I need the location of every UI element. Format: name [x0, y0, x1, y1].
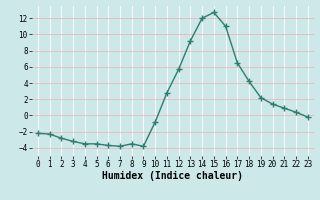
X-axis label: Humidex (Indice chaleur): Humidex (Indice chaleur): [102, 171, 243, 181]
